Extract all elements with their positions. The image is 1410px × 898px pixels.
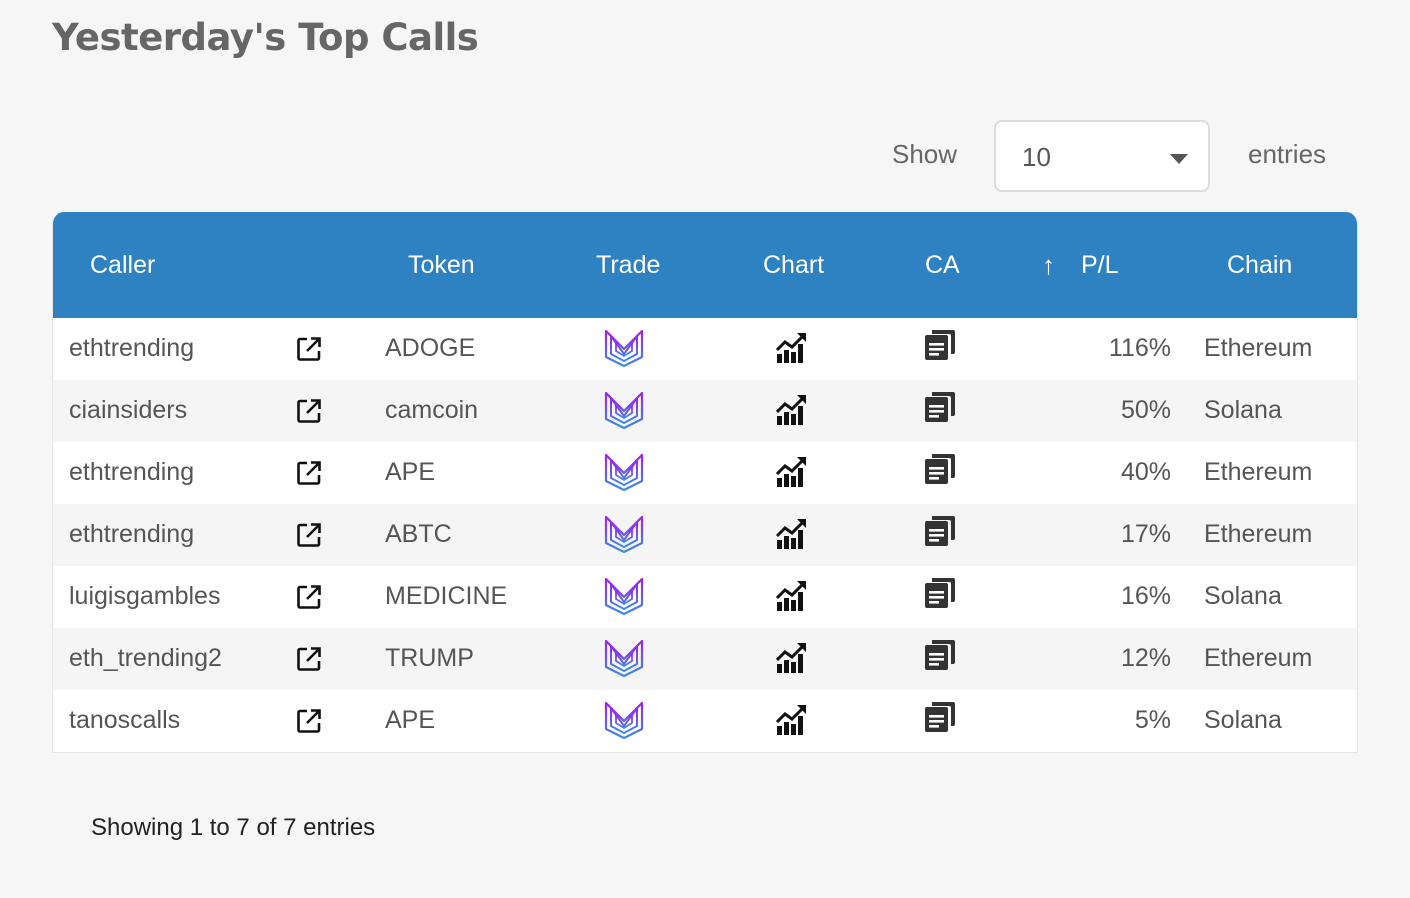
entries-label: entries xyxy=(1248,139,1327,169)
chart-icon[interactable] xyxy=(775,330,809,364)
caller-name[interactable]: ethtrending xyxy=(69,334,195,362)
external-link-icon[interactable] xyxy=(295,459,323,487)
token-symbol: ADOGE xyxy=(385,334,476,362)
calls-table: Caller Token Trade Chart CA ↑ P/L Chain … xyxy=(52,212,1358,753)
entries-length-control: Show 10 entries xyxy=(0,120,1410,192)
column-header-ca[interactable]: CA xyxy=(925,251,960,279)
table-row: ethtrending APE xyxy=(53,442,1357,504)
table-header: Caller Token Trade Chart CA ↑ P/L Chain xyxy=(53,212,1357,318)
chain-name: Ethereum xyxy=(1204,644,1313,672)
profit-loss-value: 16% xyxy=(1120,582,1171,610)
caller-name[interactable]: tanoscalls xyxy=(69,706,181,734)
external-link-icon[interactable] xyxy=(295,521,323,549)
table-body: ethtrending ADOGE xyxy=(53,318,1357,752)
chain-name: Ethereum xyxy=(1204,520,1313,548)
column-header-trade[interactable]: Trade xyxy=(596,251,661,279)
token-symbol: ABTC xyxy=(385,520,452,548)
chart-icon[interactable] xyxy=(775,392,809,426)
external-link-icon[interactable] xyxy=(295,335,323,363)
external-link-icon[interactable] xyxy=(295,583,323,611)
table-row: ethtrending ABTC xyxy=(53,504,1357,566)
external-link-icon[interactable] xyxy=(295,645,323,673)
caret-down-icon xyxy=(1170,154,1188,164)
chain-name: Ethereum xyxy=(1204,334,1313,362)
entries-select-value: 10 xyxy=(1022,142,1051,172)
column-header-chain[interactable]: Chain xyxy=(1227,251,1293,279)
token-symbol: camcoin xyxy=(385,396,479,424)
token-symbol: APE xyxy=(385,458,436,486)
table-row: tanoscalls APE xyxy=(53,690,1357,752)
caller-name[interactable]: luigisgambles xyxy=(69,582,221,610)
token-symbol: APE xyxy=(385,706,436,734)
entries-select[interactable]: 10 xyxy=(994,120,1210,192)
trade-logo-icon[interactable] xyxy=(603,639,645,678)
column-header-chart[interactable]: Chart xyxy=(763,251,825,279)
caller-name[interactable]: ethtrending xyxy=(69,520,195,548)
profit-loss-value: 40% xyxy=(1120,458,1171,486)
caller-name[interactable]: ciainsiders xyxy=(69,396,188,424)
trade-logo-icon[interactable] xyxy=(603,329,645,368)
table-row: luigisgambles MEDICINE xyxy=(53,566,1357,628)
token-symbol: TRUMP xyxy=(385,644,474,672)
table-row: ethtrending ADOGE xyxy=(53,318,1357,380)
trade-logo-icon[interactable] xyxy=(603,515,645,554)
chain-name: Solana xyxy=(1204,706,1282,734)
chart-icon[interactable] xyxy=(775,640,809,674)
copy-icon[interactable] xyxy=(923,328,957,362)
copy-icon[interactable] xyxy=(923,700,957,734)
token-symbol: MEDICINE xyxy=(385,582,508,610)
external-link-icon[interactable] xyxy=(295,707,323,735)
column-header-pl[interactable]: P/L xyxy=(1081,251,1119,279)
profit-loss-value: 5% xyxy=(1134,706,1171,734)
external-link-icon[interactable] xyxy=(295,397,323,425)
trade-logo-icon[interactable] xyxy=(603,701,645,740)
chart-icon[interactable] xyxy=(775,454,809,488)
table-row: eth_trending2 TRUMP xyxy=(53,628,1357,690)
column-header-token[interactable]: Token xyxy=(408,251,475,279)
copy-icon[interactable] xyxy=(923,390,957,424)
trade-logo-icon[interactable] xyxy=(603,391,645,430)
chain-name: Solana xyxy=(1204,396,1282,424)
show-label: Show xyxy=(892,139,958,169)
caller-name[interactable]: ethtrending xyxy=(69,458,195,486)
profit-loss-value: 50% xyxy=(1120,396,1171,424)
copy-icon[interactable] xyxy=(923,638,957,672)
table-row: ciainsiders camcoin xyxy=(53,380,1357,442)
chart-icon[interactable] xyxy=(775,578,809,612)
copy-icon[interactable] xyxy=(923,452,957,486)
copy-icon[interactable] xyxy=(923,576,957,610)
chart-icon[interactable] xyxy=(775,516,809,550)
chart-icon[interactable] xyxy=(775,702,809,736)
trade-logo-icon[interactable] xyxy=(603,577,645,616)
table-info: Showing 1 to 7 of 7 entries xyxy=(91,814,376,841)
chain-name: Ethereum xyxy=(1204,458,1313,486)
profit-loss-value: 116% xyxy=(1108,334,1171,362)
copy-icon[interactable] xyxy=(923,514,957,548)
trade-logo-icon[interactable] xyxy=(603,453,645,492)
sort-ascending-icon[interactable]: ↑ xyxy=(1042,250,1055,280)
profit-loss-value: 12% xyxy=(1120,644,1171,672)
column-header-caller[interactable]: Caller xyxy=(90,251,156,279)
caller-name[interactable]: eth_trending2 xyxy=(69,644,222,672)
profit-loss-value: 17% xyxy=(1120,520,1171,548)
page-title: Yesterday's Top Calls xyxy=(52,16,479,59)
chain-name: Solana xyxy=(1204,582,1282,610)
